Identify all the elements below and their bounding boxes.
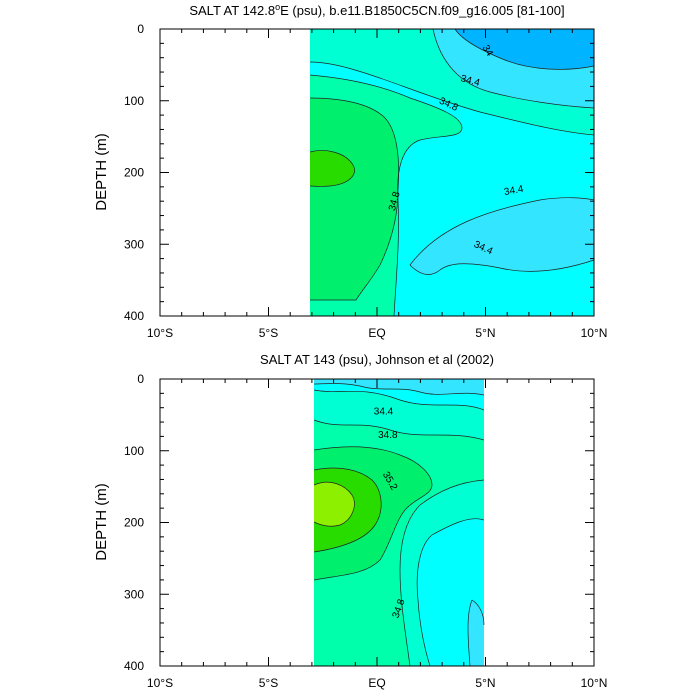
bottom-contour-label: 34.4 — [374, 406, 394, 417]
top-contour-label: 34 — [480, 43, 495, 59]
bottom-y-tick-label: 0 — [137, 372, 144, 386]
top-x-tick-label: 5°N — [475, 326, 495, 340]
bottom-x-tick-label: 5°N — [475, 676, 495, 690]
top-y-tick-label: 400 — [124, 309, 144, 323]
bottom-y-tick-label: 200 — [124, 516, 144, 530]
top-fill-blue — [455, 29, 594, 70]
top-panel: SALT AT 142.8oE (psu), b.e11.B1850C5CN.f… — [93, 2, 607, 340]
bottom-fill-light-blue — [314, 379, 484, 395]
bottom-y-tick-label: 400 — [124, 659, 144, 673]
top-y-tick-label: 100 — [124, 94, 144, 108]
top-contour-label: 34.8 — [387, 190, 403, 212]
bottom-panel: SALT AT 143 (psu), Johnson et al (2002) … — [93, 352, 607, 690]
bottom-fill-lime — [314, 482, 355, 527]
top-contour-field — [310, 29, 594, 316]
bottom-contour-label: 34.8 — [378, 430, 398, 441]
top-fill-green — [310, 98, 399, 300]
top-x-tick-label: EQ — [368, 326, 385, 340]
bottom-fill-light-blue-lower — [468, 600, 484, 666]
bottom-contour-lines — [313, 383, 485, 667]
top-contour-label: 34.4 — [503, 184, 525, 198]
top-fill-light-blue-lower — [410, 197, 594, 275]
top-y-tick-label: 200 — [124, 166, 144, 180]
bottom-contour-field — [314, 379, 484, 666]
top-fill-bright-green — [310, 150, 355, 187]
bottom-y-tick-label: 300 — [124, 587, 144, 601]
top-x-tick-label: 10°N — [581, 326, 608, 340]
top-y-tick-label: 0 — [137, 22, 144, 36]
bottom-x-tick-label: 10°S — [147, 676, 173, 690]
bottom-x-tick-label: 5°S — [259, 676, 278, 690]
top-x-tick-label: 5°S — [259, 326, 278, 340]
bottom-x-tick-label: 10°N — [581, 676, 608, 690]
bottom-x-tick-label: EQ — [368, 676, 385, 690]
bottom-y-axis-label: DEPTH (m) — [93, 483, 110, 561]
top-contour-lines — [309, 28, 595, 317]
top-y-tick-label: 300 — [124, 237, 144, 251]
bottom-y-tick-label: 100 — [124, 444, 144, 458]
bottom-chart-title: SALT AT 143 (psu), Johnson et al (2002) — [260, 352, 494, 367]
top-contour-label: 34.4 — [459, 73, 481, 89]
top-x-tick-label: 10°S — [147, 326, 173, 340]
top-y-axis-label: DEPTH (m) — [93, 133, 110, 211]
top-chart-title: SALT AT 142.8oE (psu), b.e11.B1850C5CN.f… — [189, 2, 564, 18]
bottom-axis-ticks: 10°S 5°S EQ 5°N 10°N 0 100 200 300 400 — [124, 372, 607, 690]
top-axis-ticks: 10°S 5°S EQ 5°N 10°N 0 100 200 300 400 — [124, 22, 607, 340]
